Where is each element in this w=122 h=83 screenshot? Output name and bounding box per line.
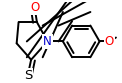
Text: S: S — [24, 69, 32, 82]
Text: O: O — [105, 35, 114, 48]
Text: O: O — [30, 1, 40, 14]
Text: N: N — [43, 35, 52, 48]
